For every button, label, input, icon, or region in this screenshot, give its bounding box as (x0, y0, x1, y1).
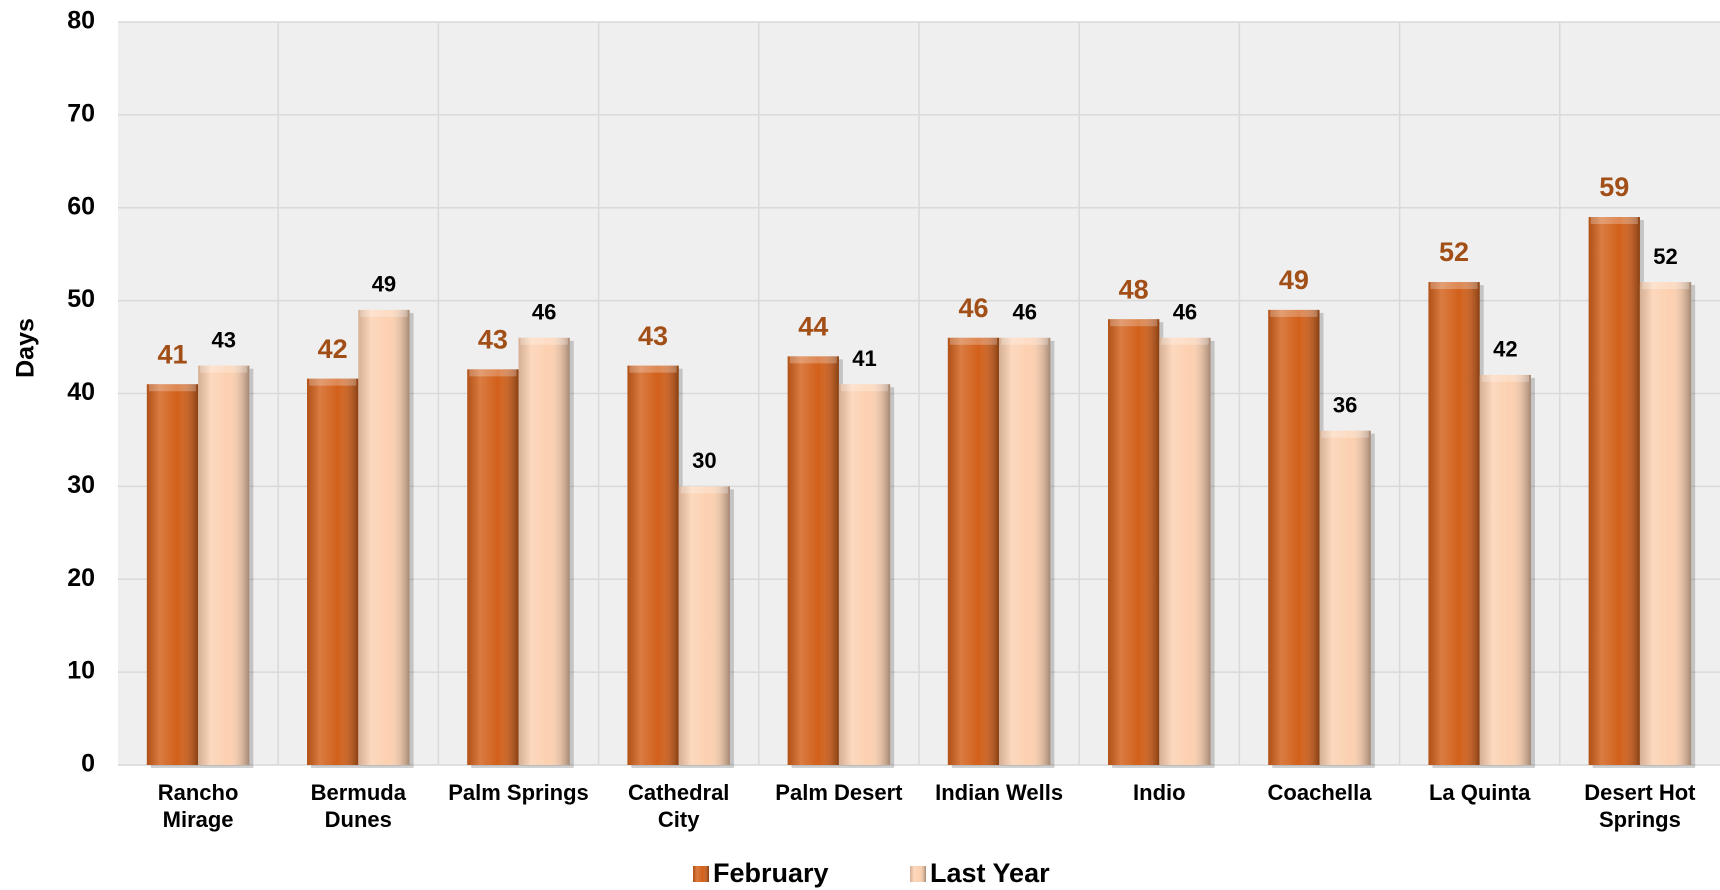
bar-cap (789, 356, 837, 364)
x-tick-label: Desert Hot (1584, 780, 1696, 805)
bar-cap (309, 378, 357, 386)
data-label: 52 (1653, 244, 1677, 269)
bar-cap (680, 486, 728, 494)
data-label: 46 (1012, 300, 1036, 325)
bar-shade (627, 365, 679, 765)
data-label: 48 (1119, 274, 1149, 304)
data-label: 42 (318, 334, 348, 364)
bar-shade (146, 384, 199, 765)
bar-shade (787, 356, 839, 765)
x-tick-label: Palm Desert (775, 780, 903, 805)
bar-shade (838, 384, 891, 765)
data-label: 36 (1333, 392, 1357, 417)
bar-shade (518, 337, 570, 765)
bar-cap (360, 309, 408, 317)
bar-cap (629, 365, 677, 373)
data-label: 41 (852, 346, 876, 371)
x-tick-label: Indio (1133, 780, 1186, 805)
bar-shade (1479, 374, 1531, 765)
x-tick-label: Palm Springs (448, 780, 589, 805)
y-tick-label: 10 (67, 657, 95, 685)
bar-cap (1110, 319, 1158, 327)
x-tick-label: Cathedral (628, 780, 729, 805)
bar-shade (678, 486, 730, 765)
bar-shade (1639, 282, 1692, 765)
legend-label: February (713, 858, 829, 888)
bar-shade (1428, 282, 1480, 765)
data-label: 52 (1439, 237, 1469, 267)
data-label: 49 (372, 272, 396, 297)
bar-cap (1481, 374, 1529, 382)
data-label: 41 (157, 339, 187, 369)
y-tick-label: 30 (67, 471, 95, 499)
y-tick-label: 50 (67, 285, 95, 313)
bar-shade (1588, 217, 1640, 766)
bar-shade (198, 365, 250, 765)
data-label: 42 (1493, 337, 1517, 362)
y-tick-label: 60 (67, 192, 95, 220)
bar-cap (1641, 282, 1690, 290)
data-label: 43 (211, 327, 235, 352)
bar-cap (148, 384, 197, 392)
x-tick-label: Coachella (1268, 780, 1373, 805)
y-tick-label: 0 (81, 750, 95, 778)
y-axis-title: Days (12, 318, 40, 378)
x-tick-label: La Quinta (1429, 780, 1531, 805)
bar-cap (200, 365, 248, 373)
x-tick-label: Indian Wells (935, 780, 1063, 805)
x-tick-label: Rancho (158, 780, 239, 805)
legend-swatch-shade (910, 866, 926, 882)
bar-shade (947, 337, 1000, 765)
bar-cap (840, 384, 889, 392)
x-tick-label: Mirage (163, 807, 234, 832)
y-tick-label: 70 (67, 99, 95, 127)
bar-shade (999, 337, 1051, 765)
bar-cap (1001, 337, 1049, 345)
bar-cap (520, 337, 568, 345)
bar-cap (949, 337, 998, 345)
bar-shade (307, 378, 359, 765)
x-tick-label: City (658, 807, 700, 832)
bar-shade (1159, 337, 1211, 765)
y-tick-label: 20 (67, 564, 95, 592)
data-label: 46 (1173, 300, 1197, 325)
bar-shade (358, 309, 410, 765)
bar-cap (1430, 282, 1478, 290)
y-tick-label: 40 (67, 378, 95, 406)
x-tick-label: Bermuda (311, 780, 407, 805)
bar-cap (1161, 337, 1209, 345)
data-label: 49 (1279, 265, 1309, 295)
bar-shade (467, 369, 519, 765)
x-tick-label: Springs (1599, 807, 1681, 832)
bar-cap (1321, 430, 1369, 438)
legend-swatch-shade (693, 866, 709, 882)
data-label: 46 (532, 300, 556, 325)
data-label: 30 (692, 448, 716, 473)
x-tick-label: Dunes (325, 807, 392, 832)
bar-cap (1270, 309, 1318, 317)
legend-label: Last Year (930, 858, 1050, 888)
data-label: 44 (798, 311, 828, 341)
y-tick-label: 80 (67, 7, 95, 35)
data-label: 43 (478, 324, 508, 354)
bar-shade (1108, 319, 1160, 765)
data-label: 46 (958, 293, 988, 323)
bar-shade (1319, 430, 1371, 765)
bar-shade (1268, 309, 1320, 765)
bar-cap (469, 369, 517, 377)
bar-cap (1590, 217, 1638, 225)
data-label: 59 (1599, 172, 1629, 202)
data-label: 43 (638, 321, 668, 351)
